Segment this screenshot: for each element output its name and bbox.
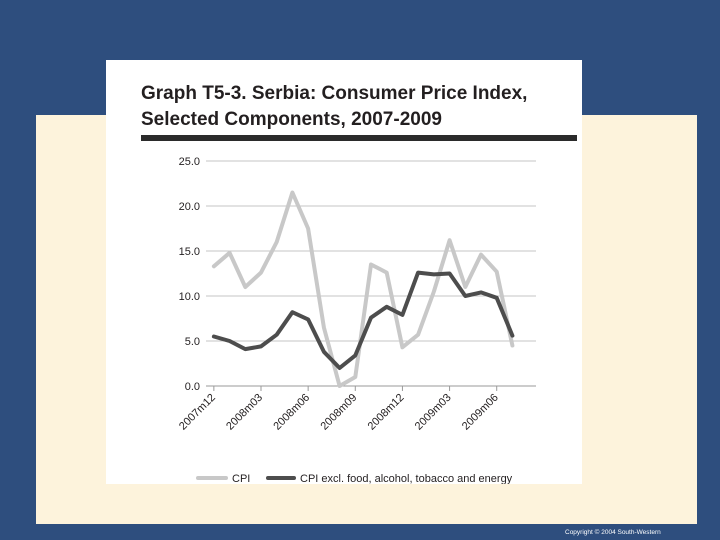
legend: CPI CPI excl. food, alcohol, tobacco and …	[196, 473, 513, 484]
x-tick-label: 2008m06	[271, 392, 312, 433]
legend-label: CPI excl. food, alcohol, tobacco and ene…	[300, 473, 513, 484]
axes	[213, 386, 498, 391]
x-tick-label: 2009m03	[413, 392, 454, 433]
y-tick-label: 0.0	[185, 381, 200, 393]
graph-title-line-1: Graph T5-3. Serbia: Consumer Price Index…	[141, 83, 528, 104]
x-tick-label: 2007m12	[177, 392, 218, 433]
gridlines	[206, 160, 536, 387]
graph-title-line-2: Selected Components, 2007-2009	[141, 109, 442, 130]
series-line-cpi	[211, 190, 515, 388]
y-tick-label: 25.0	[179, 156, 200, 168]
series-lines	[211, 190, 515, 388]
line-chart: 0.05.010.015.020.025.0 2007m12 2008m03 200…	[177, 156, 536, 484]
graph-title: Graph T5-3. Serbia: Consumer Price Index…	[141, 81, 577, 133]
x-tick-label: 2008m03	[224, 392, 265, 433]
title-rule	[141, 135, 577, 141]
copyright-notice: Copyright © 2004 South-Western	[565, 529, 661, 536]
y-tick-label: 10.0	[179, 291, 200, 303]
y-tick-label: 20.0	[179, 201, 200, 213]
y-tick-label: 15.0	[179, 246, 200, 258]
y-tick-labels: 0.0 5.0 10.0 15.0 20.0 25.0	[179, 156, 200, 393]
x-tick-labels: 2007m12 2008m03 2008m06 2008m09 2008m12 2009m…	[177, 392, 501, 433]
x-tick-label: 2009m06	[460, 392, 501, 433]
series-line-core-cpi	[211, 270, 515, 370]
x-tick-label: 2008m12	[366, 392, 407, 433]
x-tick-label: 2008m09	[318, 392, 359, 433]
legend-label: CPI	[232, 473, 250, 484]
y-tick-label: 5.0	[185, 336, 200, 348]
graph-card: Graph T5-3. Serbia: Consumer Price Index…	[106, 60, 582, 484]
